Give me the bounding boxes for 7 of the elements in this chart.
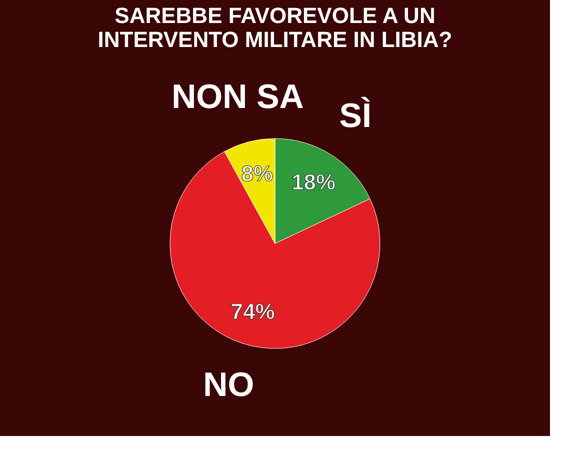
data-label: 18%: [292, 170, 336, 195]
slice-label: NO: [203, 366, 254, 404]
chart-title: SAREBBE FAVOREVOLE A UN INTERVENTO MILITARE IN LIBIA?: [98, 3, 452, 52]
data-label: 8%: [241, 160, 273, 186]
data-label: 74%: [230, 298, 275, 324]
slice-label: SÌ: [339, 96, 372, 135]
slice-label: NON SA: [172, 78, 304, 116]
